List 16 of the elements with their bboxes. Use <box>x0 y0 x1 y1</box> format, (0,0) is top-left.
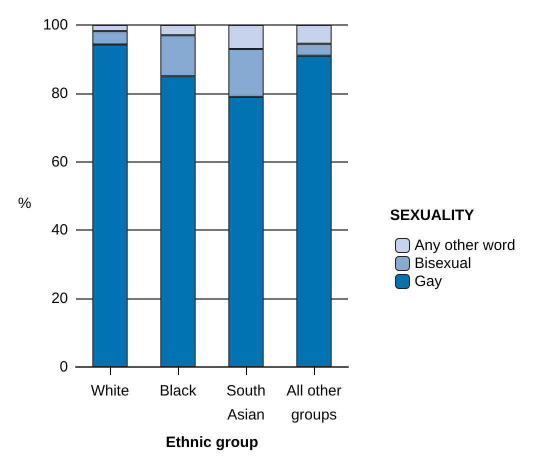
legend-label: Bisexual <box>414 255 472 272</box>
legend-title: SEXUALITY <box>390 207 474 224</box>
y-tick-label: 0 <box>60 358 68 376</box>
y-tick-label: 20 <box>51 290 68 308</box>
y-tick-label: 80 <box>51 84 68 102</box>
x-tick-label: Black <box>160 382 197 400</box>
legend-label: Any other word <box>414 237 516 254</box>
y-tick-label: 40 <box>51 222 68 239</box>
x-tick-label: All other groups <box>286 382 342 424</box>
y-tick-label: 60 <box>51 153 68 170</box>
x-tick-label: White <box>90 382 130 400</box>
x-axis-title: Ethnic group <box>166 434 258 451</box>
y-axis-title: % <box>18 195 32 212</box>
y-tick-label: 100 <box>42 16 68 34</box>
x-tick-label: South Asian <box>226 382 266 424</box>
legend-label: Gay <box>414 273 443 290</box>
